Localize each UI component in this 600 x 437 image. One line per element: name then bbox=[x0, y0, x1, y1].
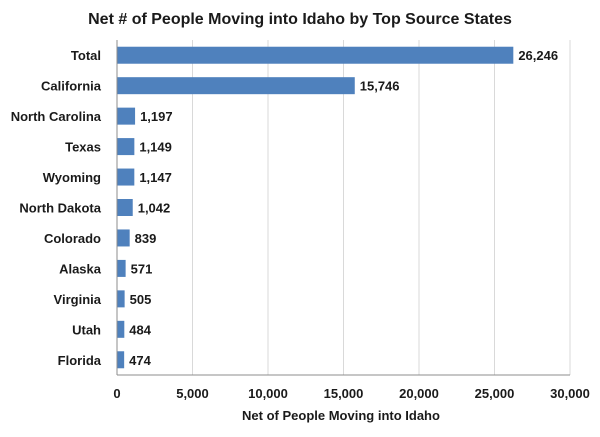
category-label: North Dakota bbox=[19, 201, 101, 216]
value-label: 15,746 bbox=[360, 79, 400, 94]
x-tick-label: 20,000 bbox=[399, 386, 439, 401]
category-label: California bbox=[41, 79, 102, 94]
x-tick-label: 5,000 bbox=[176, 386, 209, 401]
x-axis-label: Net of People Moving into Idaho bbox=[242, 408, 440, 423]
category-label: Texas bbox=[65, 140, 101, 155]
bar bbox=[117, 259, 126, 277]
value-label: 26,246 bbox=[518, 48, 558, 63]
value-label: 1,042 bbox=[138, 201, 171, 216]
bar bbox=[117, 290, 125, 308]
gridlines bbox=[192, 40, 571, 375]
category-label: Total bbox=[71, 48, 101, 63]
category-labels: Total California North Carolina Texas Wyomin… bbox=[11, 48, 102, 368]
x-tick-label: 15,000 bbox=[324, 386, 364, 401]
value-label: 474 bbox=[129, 353, 151, 368]
value-label: 1,197 bbox=[140, 109, 173, 124]
bars bbox=[117, 46, 514, 369]
bar bbox=[117, 229, 130, 247]
category-label: Wyoming bbox=[43, 170, 101, 185]
bar bbox=[117, 320, 125, 338]
value-label: 839 bbox=[135, 231, 157, 246]
bar bbox=[117, 199, 133, 216]
value-label: 1,149 bbox=[139, 140, 172, 155]
bar bbox=[117, 351, 125, 369]
x-tick-labels: 0 5,000 10,000 15,000 20,000 25,000 30,000 bbox=[113, 386, 590, 401]
category-label: Colorado bbox=[44, 231, 101, 246]
x-tick-label: 25,000 bbox=[475, 386, 515, 401]
bar bbox=[117, 168, 135, 186]
x-tick-label: 0 bbox=[113, 386, 120, 401]
category-label: Florida bbox=[58, 353, 102, 368]
bar bbox=[117, 77, 355, 95]
bar bbox=[117, 46, 514, 64]
bar bbox=[117, 138, 135, 156]
chart-title: Net # of People Moving into Idaho by Top… bbox=[88, 11, 512, 28]
category-label: North Carolina bbox=[11, 109, 102, 124]
category-label: Virginia bbox=[54, 292, 102, 307]
bar bbox=[117, 107, 136, 125]
value-label: 484 bbox=[129, 322, 151, 337]
value-label: 505 bbox=[130, 292, 152, 307]
category-label: Utah bbox=[72, 322, 101, 337]
category-label: Alaska bbox=[59, 261, 102, 276]
x-tick-label: 10,000 bbox=[248, 386, 288, 401]
value-label: 1,147 bbox=[139, 170, 172, 185]
x-tick-label: 30,000 bbox=[550, 386, 590, 401]
value-labels: 26,246 15,746 1,197 1,149 1,147 1,042 839 571 50… bbox=[129, 48, 558, 368]
value-label: 571 bbox=[131, 261, 153, 276]
